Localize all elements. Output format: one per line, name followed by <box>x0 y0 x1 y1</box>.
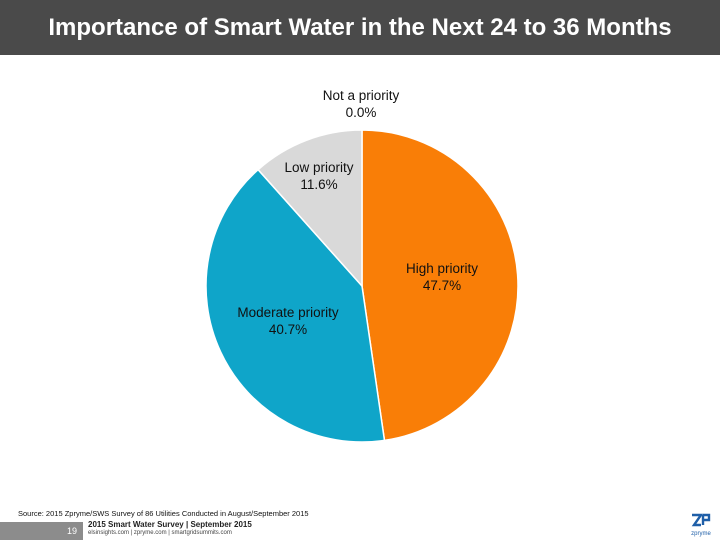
pie-slice-moderate-priority <box>205 168 386 443</box>
pie-slice-high-priority <box>361 129 519 442</box>
footer-sites: elsinsights.com | zpryme.com | smartgrid… <box>88 530 232 536</box>
source-note: Source: 2015 Zpryme/SWS Survey of 86 Uti… <box>18 509 309 518</box>
pie-chart: High priority 47.7% Moderate priority 40.7%… <box>205 88 519 443</box>
slice-value-not-a-priority: 0.0% <box>346 105 377 120</box>
page-number: 19 <box>0 522 83 540</box>
slice-label-not-a-priority: Not a priority <box>323 88 400 103</box>
footer <box>0 518 720 540</box>
slice-label-high-priority: High priority <box>406 261 478 276</box>
slice-value-high-priority: 47.7% <box>423 278 461 293</box>
pie-slice-low-priority <box>257 129 363 288</box>
slice-label-moderate-priority: Moderate priority <box>237 305 339 320</box>
slice-label-low-priority: Low priority <box>284 160 353 175</box>
logo-text: zpryme <box>691 531 711 537</box>
slide-title: Importance of Smart Water in the Next 24… <box>0 0 720 55</box>
footer-text: 2015 Smart Water Survey | September 2015… <box>88 520 252 538</box>
slice-value-low-priority: 11.6% <box>300 177 337 192</box>
pie-slices <box>205 129 519 443</box>
pie-labels: High priority 47.7% Moderate priority 40.7%… <box>237 88 478 337</box>
slice-value-moderate-priority: 40.7% <box>269 322 307 337</box>
footer-survey-title: 2015 Smart Water Survey | September 2015 <box>88 520 252 529</box>
zpryme-logo-icon: zpryme <box>691 513 711 537</box>
